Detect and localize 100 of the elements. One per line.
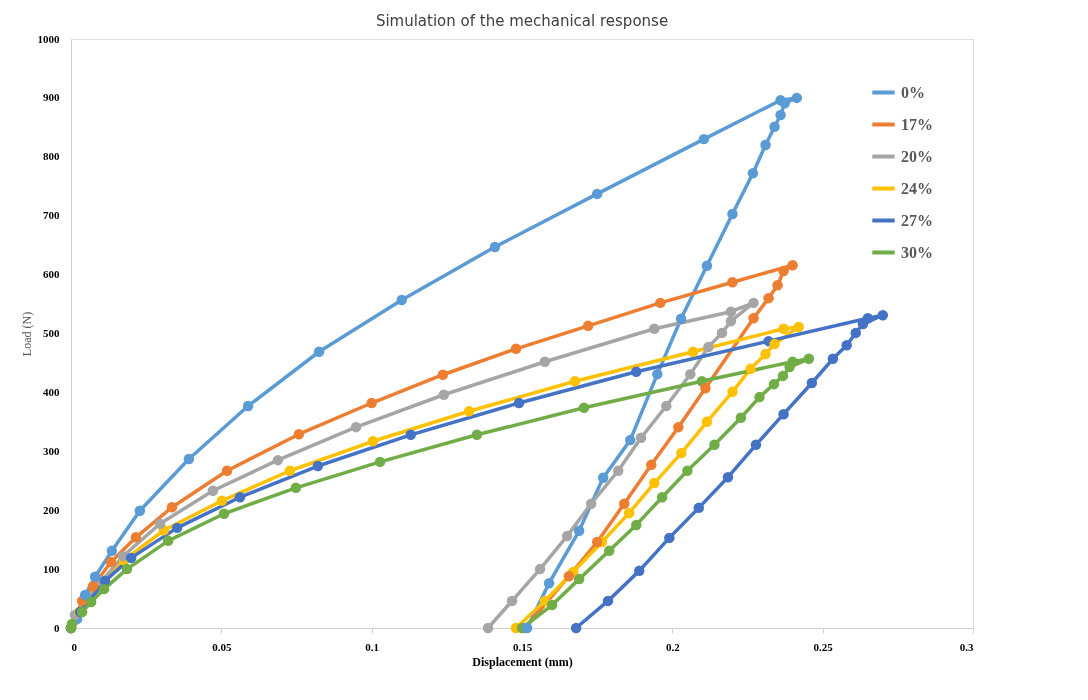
point — [489, 241, 501, 253]
point — [284, 465, 296, 476]
point — [806, 377, 818, 389]
point — [438, 389, 450, 400]
point — [293, 428, 305, 440]
point — [701, 260, 713, 271]
point — [701, 416, 713, 428]
point — [754, 391, 765, 403]
point — [725, 306, 737, 317]
point — [769, 338, 780, 350]
point — [218, 508, 230, 519]
point — [778, 408, 789, 420]
point — [597, 472, 609, 484]
point — [763, 292, 774, 304]
point — [777, 370, 789, 382]
point — [778, 323, 789, 335]
point — [573, 573, 585, 585]
point — [79, 589, 91, 601]
point — [778, 265, 789, 277]
point — [570, 622, 582, 634]
point — [162, 535, 174, 547]
y-tick-label: 1000 — [37, 32, 60, 45]
point — [698, 133, 710, 145]
point — [747, 168, 759, 179]
point — [760, 348, 771, 360]
point — [769, 121, 780, 132]
point — [242, 400, 254, 412]
point — [603, 545, 615, 557]
point — [682, 465, 693, 476]
y-axis-title: Load (N) — [19, 311, 34, 357]
point — [183, 453, 195, 465]
point — [635, 432, 647, 443]
point — [374, 456, 386, 468]
y-tick-label: 400 — [43, 385, 60, 398]
point — [649, 477, 660, 489]
y-tick-label: 500 — [43, 327, 60, 339]
point — [154, 518, 166, 529]
x-axis-title: Displacement (mm) — [472, 654, 573, 669]
point — [631, 519, 642, 531]
point — [130, 532, 142, 543]
x-tick-label: 0 — [71, 640, 78, 653]
point — [543, 578, 555, 589]
point — [105, 556, 117, 568]
point — [471, 429, 483, 441]
point — [313, 346, 325, 357]
point — [676, 447, 687, 459]
point — [793, 321, 804, 333]
y-tick-label: 0 — [54, 621, 60, 634]
point — [585, 498, 597, 509]
point — [463, 406, 475, 417]
point — [760, 139, 771, 151]
point — [664, 532, 675, 544]
chart-title: Simulation of the mechanical response — [375, 12, 669, 30]
point — [803, 353, 815, 365]
point — [618, 498, 630, 509]
point — [727, 386, 738, 398]
point — [87, 580, 99, 592]
point — [841, 340, 852, 351]
point — [125, 552, 137, 564]
point — [768, 378, 780, 390]
point — [312, 460, 324, 472]
point — [877, 310, 889, 321]
point — [602, 595, 614, 607]
point — [482, 622, 494, 634]
point — [673, 421, 684, 433]
point — [506, 595, 518, 607]
point — [234, 492, 246, 503]
x-tick-label: 0.05 — [212, 640, 232, 653]
point — [121, 563, 133, 575]
point — [791, 92, 803, 104]
point — [612, 465, 624, 476]
point — [772, 279, 783, 291]
point — [582, 320, 594, 332]
point — [396, 294, 407, 306]
point — [366, 397, 377, 409]
y-tick-label: 200 — [43, 503, 60, 516]
point — [725, 315, 737, 327]
point — [546, 599, 558, 611]
point — [685, 368, 696, 380]
x-tick-label: 0.15 — [512, 640, 533, 653]
y-tick-label: 900 — [43, 91, 60, 104]
point — [573, 525, 585, 537]
point — [591, 536, 603, 548]
point — [272, 454, 284, 466]
point — [748, 297, 759, 309]
point — [748, 312, 759, 324]
y-tick-label: 700 — [43, 209, 60, 222]
point — [675, 313, 687, 325]
point — [652, 368, 663, 380]
legend-label: 17% — [901, 115, 933, 133]
point — [207, 485, 219, 496]
point — [510, 343, 522, 355]
x-tick-label: 0.1 — [365, 640, 380, 653]
legend-label: 30% — [901, 243, 933, 261]
point — [722, 471, 734, 483]
legend-label: 24% — [901, 179, 933, 197]
point — [827, 353, 839, 365]
point — [850, 327, 861, 339]
point — [631, 366, 642, 378]
point — [634, 565, 645, 577]
